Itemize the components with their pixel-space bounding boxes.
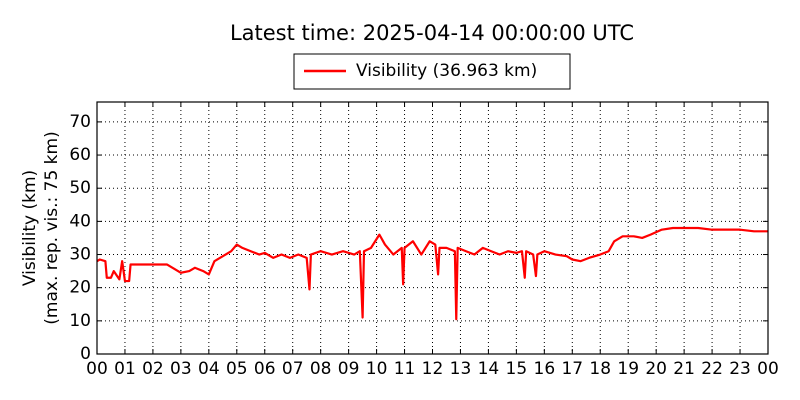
x-tick-label: 18 — [589, 359, 611, 379]
y-tick-label: 40 — [69, 211, 91, 231]
x-tick-label: 12 — [422, 359, 444, 379]
x-tick-label: 22 — [701, 359, 723, 379]
y-tick-label: 60 — [69, 145, 91, 165]
x-tick-label: 09 — [338, 359, 360, 379]
x-tick-label: 13 — [450, 359, 472, 379]
y-axis-label: Visibility (km) — [20, 170, 40, 286]
data-line — [96, 226, 768, 321]
y-tick-label: 20 — [69, 278, 91, 298]
x-tick-label: 15 — [506, 359, 528, 379]
x-tick-label: 03 — [170, 359, 192, 379]
x-tick-label: 10 — [366, 359, 388, 379]
x-tick-label: 08 — [310, 359, 332, 379]
x-tick-label: 11 — [394, 359, 416, 379]
x-tick-label: 00 — [86, 359, 108, 379]
y-axis-label: (max. rep. vis.: 75 km) — [42, 131, 62, 324]
x-tick-label: 14 — [478, 359, 500, 379]
x-tick-label: 05 — [226, 359, 248, 379]
x-tick-label: 17 — [561, 359, 583, 379]
x-tick-label: 23 — [729, 359, 751, 379]
x-tick-label: 04 — [198, 359, 220, 379]
y-tick-label: 30 — [69, 245, 91, 265]
plot-frame — [96, 101, 769, 355]
x-tick-label: 20 — [645, 359, 667, 379]
x-tick-label: 02 — [142, 359, 164, 379]
x-tick-label: 19 — [617, 359, 639, 379]
x-tick-label: 07 — [282, 359, 304, 379]
x-tick-label: 00 — [757, 359, 779, 379]
chart-title: Latest time: 2025-04-14 00:00:00 UTC — [230, 21, 634, 45]
x-tick-label: 01 — [114, 359, 136, 379]
y-tick-label: 70 — [69, 112, 91, 132]
x-tick-label: 06 — [254, 359, 276, 379]
legend-label: Visibility (36.963 km) — [356, 61, 537, 81]
x-tick-label: 21 — [673, 359, 695, 379]
y-tick-label: 50 — [69, 178, 91, 198]
x-tick-label: 16 — [534, 359, 556, 379]
y-tick-label: 10 — [69, 311, 91, 331]
y-tick-label: 0 — [80, 344, 91, 364]
